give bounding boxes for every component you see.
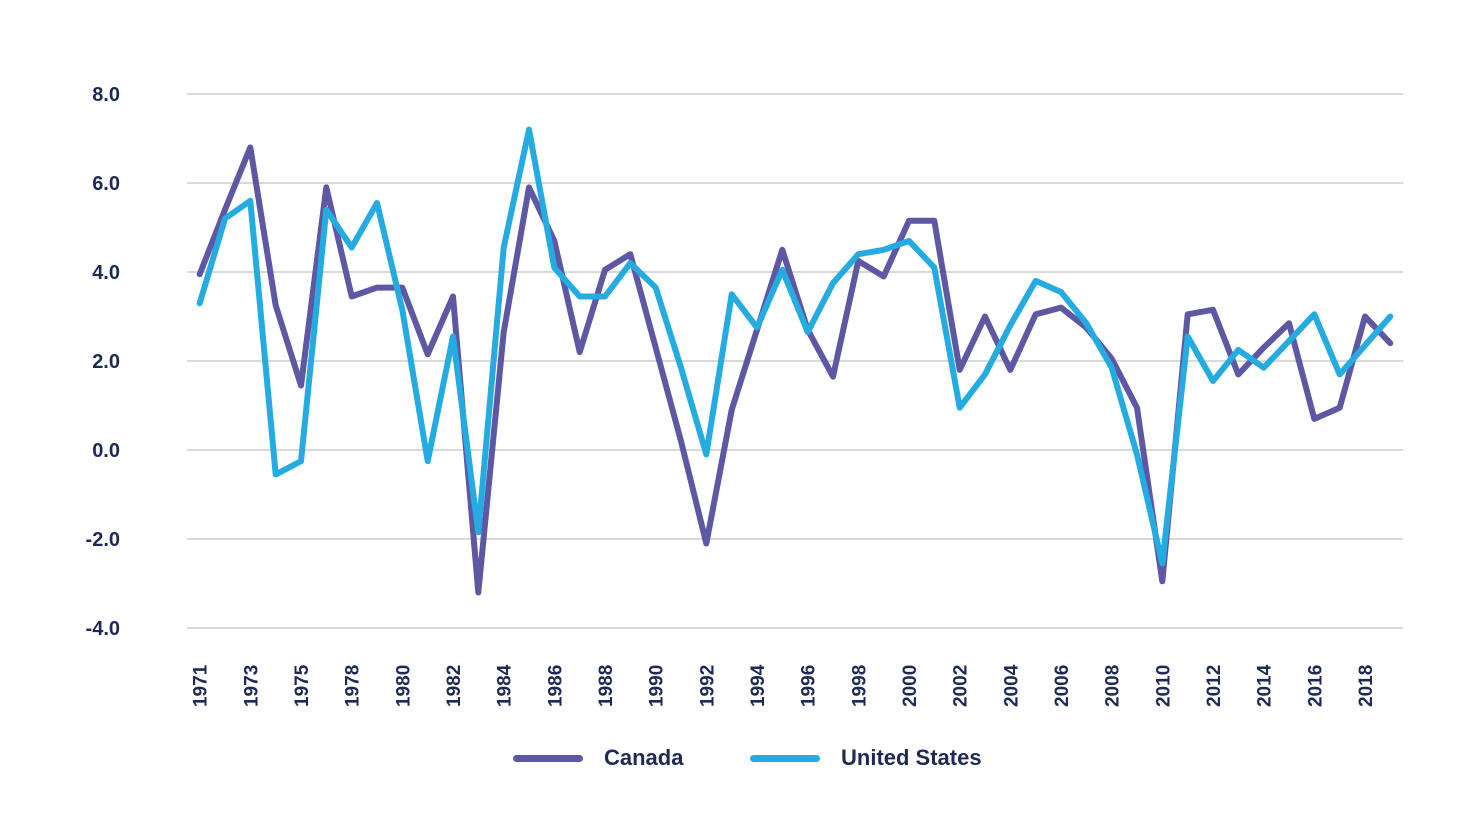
legend: Canada United States (0, 740, 1477, 776)
x-tick-label: 2004 (1001, 664, 1022, 707)
y-tick-label: 4.0 (92, 262, 120, 284)
x-tick-label: 1986 (545, 665, 566, 707)
x-tick-label: 1984 (495, 664, 516, 707)
y-axis-ticks: -4.0 -2.0 0.0 2.0 4.0 6.0 8.0 (86, 84, 120, 640)
y-tick-label: 0.0 (92, 440, 120, 462)
y-tick-label: 8.0 (92, 84, 120, 106)
x-tick-label: 1971 (191, 664, 212, 707)
x-tick-label: 2006 (1052, 665, 1073, 707)
x-tick-label: 1975 (292, 664, 313, 707)
x-tick-label: 2010 (1153, 665, 1174, 707)
x-tick-label: 1980 (393, 665, 414, 707)
x-tick-label: 1996 (799, 665, 820, 707)
x-tick-label: 1994 (748, 664, 769, 707)
legend-label-canada: Canada (604, 745, 684, 770)
legend-label-united-states: United States (841, 745, 982, 770)
x-tick-label: 2016 (1305, 665, 1326, 707)
x-tick-label: 1990 (647, 665, 668, 707)
x-tick-label: 1988 (596, 665, 617, 707)
gridlines (187, 93, 1403, 629)
legend-swatch-united-states (750, 754, 820, 762)
legend-item-canada[interactable]: Canada (513, 740, 683, 776)
x-tick-label: 2008 (1103, 665, 1124, 707)
x-tick-label: 2014 (1255, 664, 1276, 707)
x-tick-label: 2002 (951, 665, 972, 707)
legend-swatch-canada (513, 754, 583, 762)
y-tick-label: -2.0 (86, 529, 120, 551)
x-tick-label: 1992 (697, 665, 718, 707)
x-tick-label: 2000 (900, 665, 921, 707)
legend-item-united-states[interactable]: United States (750, 740, 982, 776)
x-tick-label: 1973 (241, 665, 262, 707)
x-tick-label: 1998 (849, 665, 870, 707)
series-line-united-states (196, 126, 1394, 567)
x-axis-ticks: 1971 1973 1975 1978 1980 1982 1984 1986 1988 1990… (191, 664, 1377, 707)
series-lines (196, 126, 1394, 596)
x-tick-label: 2012 (1204, 665, 1225, 707)
y-tick-label: 6.0 (92, 173, 120, 195)
y-tick-label: -4.0 (86, 618, 120, 640)
x-tick-label: 2018 (1356, 665, 1377, 707)
x-tick-label: 1978 (343, 665, 364, 707)
x-tick-label: 1982 (444, 665, 465, 707)
y-tick-label: 2.0 (92, 351, 120, 373)
